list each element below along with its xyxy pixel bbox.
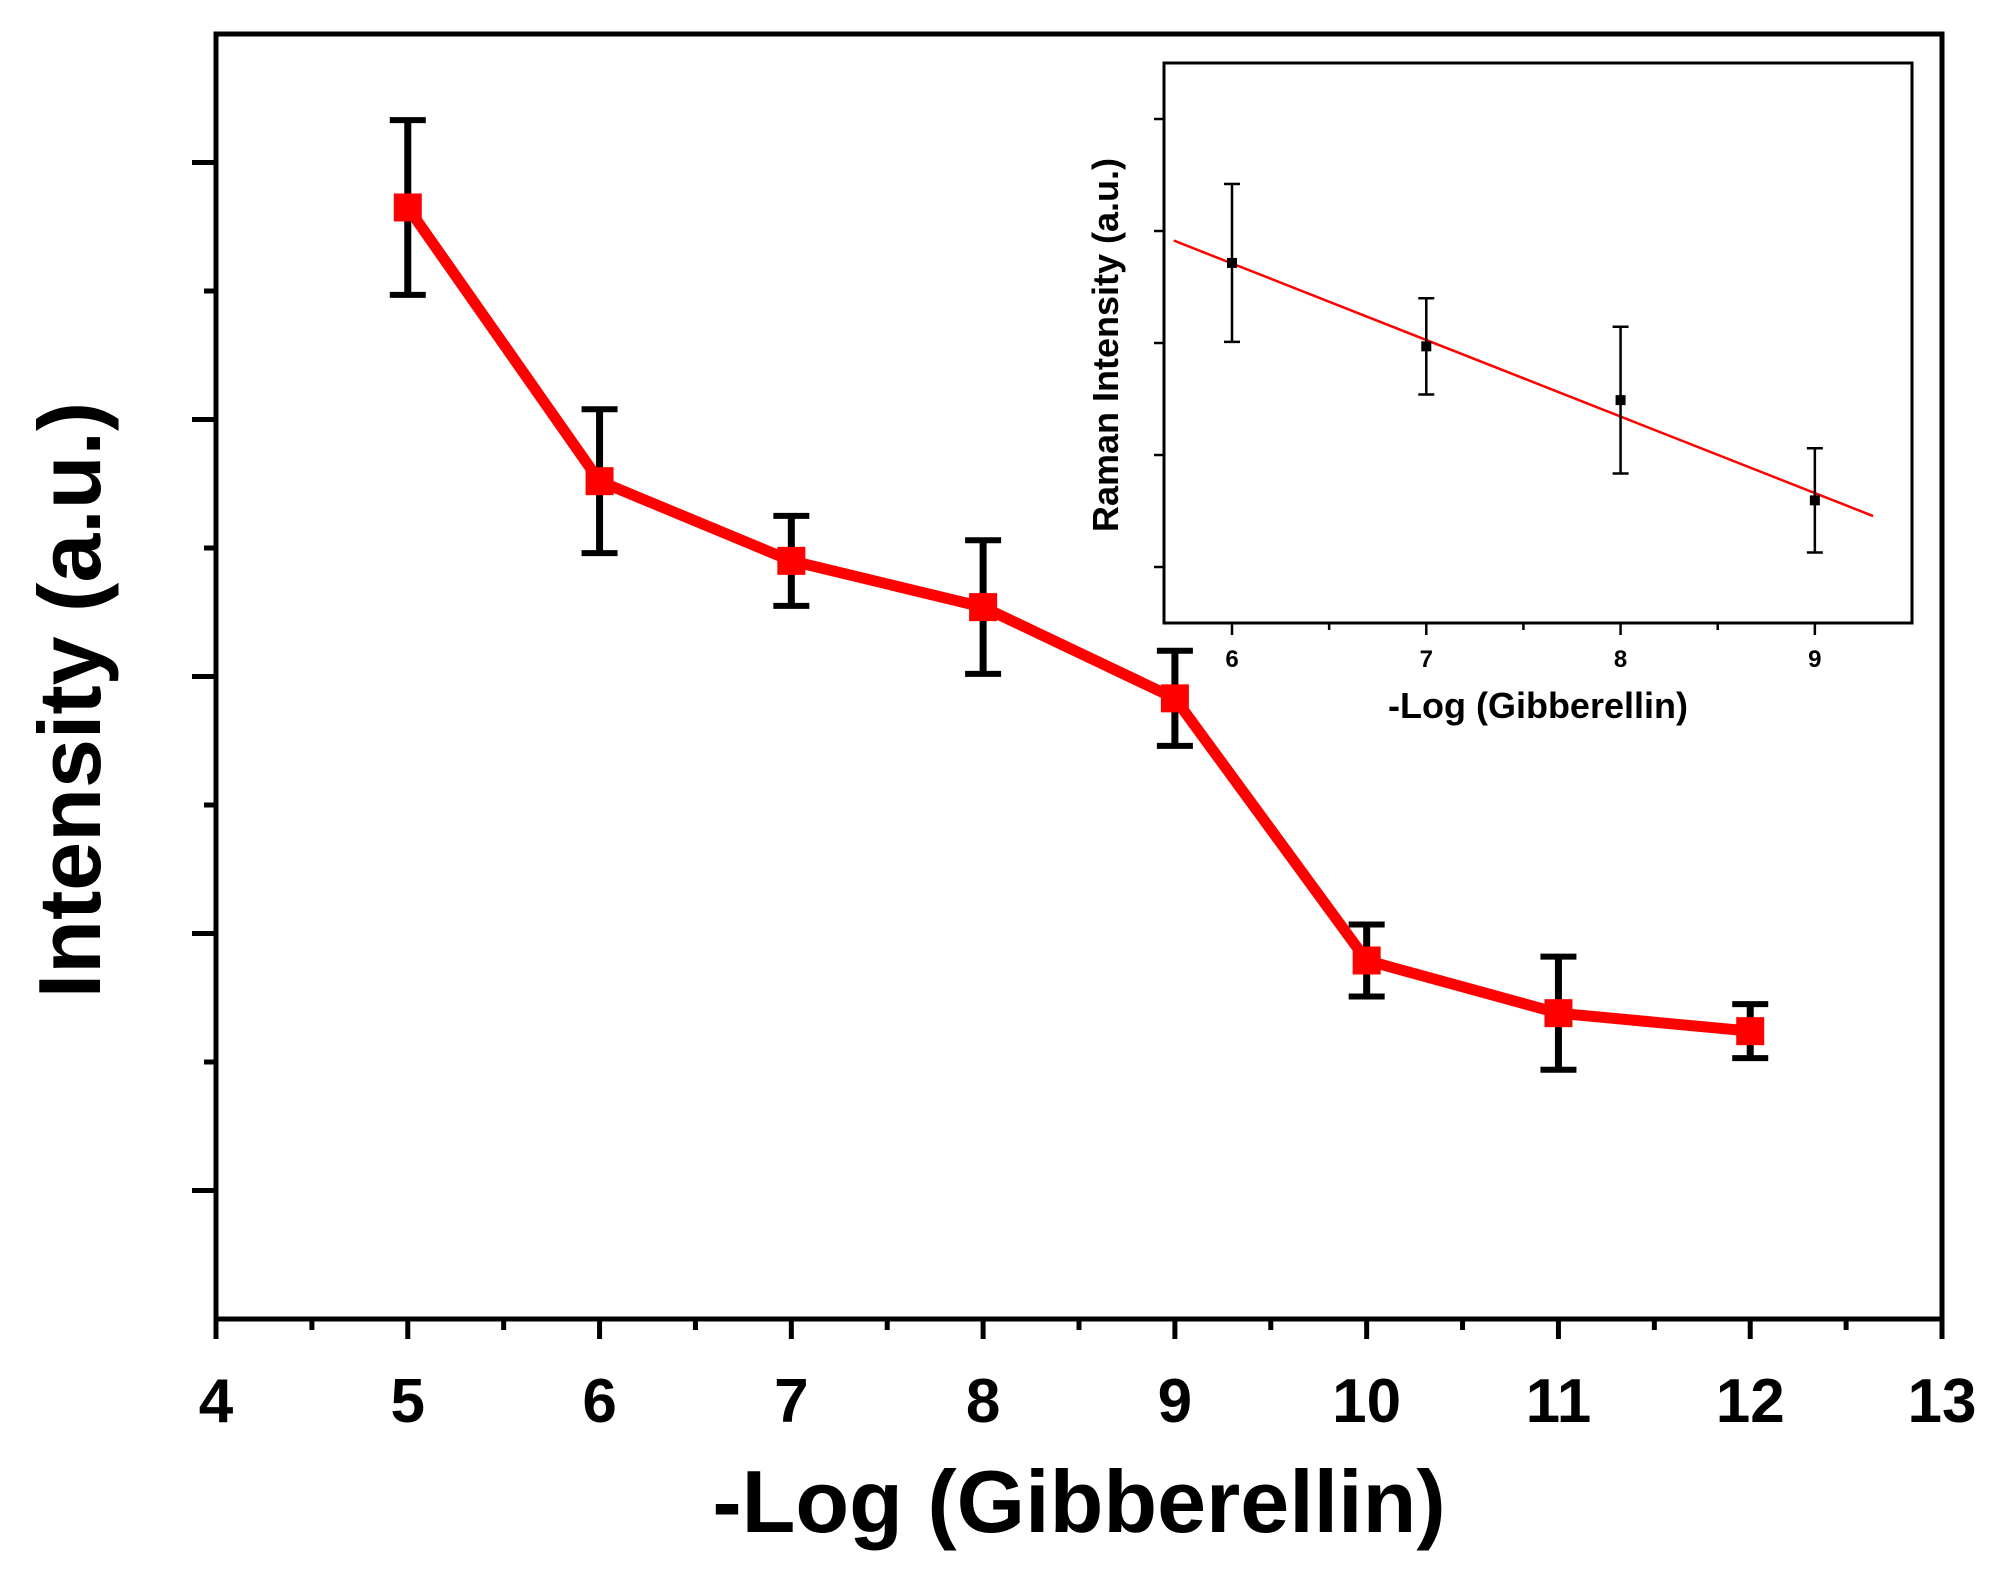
inset-x-tick-label: 7 [1420,646,1433,673]
main-x-tick-label: 6 [582,1367,616,1436]
main-x-tick-label: 11 [1526,1367,1592,1436]
main-data-point [1352,946,1381,975]
main-markers [393,193,1765,1046]
main-series-polyline [403,204,1751,1037]
main-data-point [393,193,422,222]
inset-markers [1227,257,1820,506]
inset-ticks [1154,117,1817,635]
main-ticks [192,160,1945,1339]
main-x-axis-title: -Log (Gibberellin) [712,1452,1445,1551]
inset-plot-frame [1162,61,1914,625]
main-x-tick-label: 8 [966,1367,1000,1436]
main-x-tick-labels: 4 5 6 7 8 9 10 11 12 13 [199,1367,1977,1436]
inset-y-axis-title: Raman Intensity (a.u.) [1085,158,1126,532]
main-series-line [403,204,1751,1037]
main-y-axis-title: Intensity (a.u.) [20,402,119,999]
main-data-point [969,593,998,622]
main-chart: 4 5 6 7 8 9 10 11 12 13 -Log (Gibberellin) Intens… [20,31,1977,1551]
inset-data-point [1615,395,1626,406]
main-data-point [1160,684,1189,713]
main-data-point [585,467,614,496]
inset-x-tick-label: 9 [1808,646,1821,673]
main-error-bars [389,117,1769,1073]
inset-x-tick-label: 8 [1614,646,1627,673]
main-data-point [1544,999,1573,1028]
main-x-tick-label: 13 [1908,1367,1977,1436]
inset-data-point [1227,257,1237,268]
main-x-tick-label: 4 [199,1367,234,1436]
main-x-tick-label: 5 [391,1367,425,1436]
inset-fit-line [1173,239,1874,518]
inset-x-tick-labels: 6 7 8 9 [1225,646,1821,673]
inset-data-point [1809,495,1820,506]
inset-x-tick-label: 6 [1225,646,1238,673]
main-x-tick-label: 12 [1716,1367,1785,1436]
main-x-tick-label: 10 [1332,1367,1401,1436]
main-x-tick-label: 7 [774,1367,808,1436]
inset-data-point [1421,341,1432,352]
inset-chart: 6 7 8 9 -Log (Gibberellin) Raman Intensity … [1085,61,1914,726]
main-data-point [1736,1017,1765,1046]
main-x-tick-label: 9 [1158,1367,1192,1436]
inset-fit-line-path [1173,239,1874,518]
main-data-point [777,546,806,575]
inset-x-axis-title: -Log (Gibberellin) [1388,685,1688,726]
